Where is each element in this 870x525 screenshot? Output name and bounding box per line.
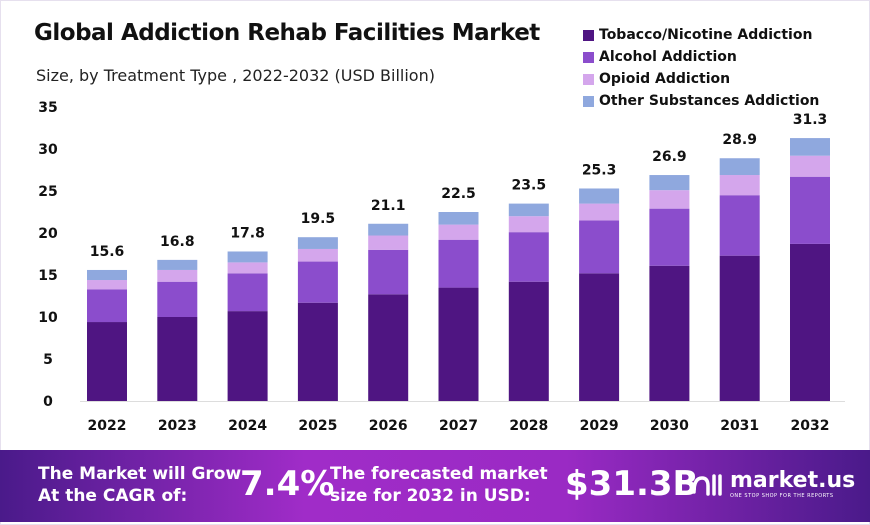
legend-item: Tobacco/Nicotine Addiction xyxy=(583,24,819,46)
y-tick-label: 0 xyxy=(43,394,53,410)
y-tick-label: 5 xyxy=(43,352,53,368)
bar-segment xyxy=(649,175,690,191)
bar-segment xyxy=(579,203,620,221)
x-tick-label: 2022 xyxy=(88,418,127,434)
bar-segment xyxy=(87,322,127,401)
total-label: 26.9 xyxy=(652,149,687,165)
bar-segment xyxy=(297,261,338,303)
total-label: 25.3 xyxy=(582,162,617,178)
bar-segment xyxy=(157,269,198,282)
x-tick-label: 2028 xyxy=(509,418,548,434)
y-tick-label: 20 xyxy=(38,226,58,242)
legend-swatch xyxy=(583,29,594,41)
bar-segment xyxy=(579,273,620,401)
total-label: 17.8 xyxy=(230,225,265,241)
legend-swatch xyxy=(583,95,594,107)
bar-segment xyxy=(157,281,198,317)
bar-segment xyxy=(438,212,479,225)
bar-segment xyxy=(87,269,127,281)
bar-segment xyxy=(368,223,409,236)
bar-segment xyxy=(719,158,760,176)
footer-banner: The Market will Grow At the CAGR of: 7.4… xyxy=(0,450,870,522)
bar-segment xyxy=(227,311,268,401)
x-tick-label: 2024 xyxy=(228,418,267,434)
bar-segment xyxy=(508,281,549,401)
bar-segment xyxy=(790,138,830,156)
bar-segment xyxy=(719,255,760,401)
x-tick-label: 2025 xyxy=(298,418,337,434)
bar-segment xyxy=(790,176,830,244)
legend-item: Other Substances Addiction xyxy=(583,90,819,112)
bar-segment xyxy=(508,203,549,217)
bar-segment xyxy=(719,175,760,196)
bar-segment xyxy=(438,224,479,240)
legend: Tobacco/Nicotine Addiction Alcohol Addict… xyxy=(583,24,819,112)
bar-segment xyxy=(368,294,409,401)
bar-segment xyxy=(438,239,479,288)
total-label: 22.5 xyxy=(441,186,476,202)
y-tick-label: 15 xyxy=(38,268,57,284)
legend-label: Alcohol Addiction xyxy=(599,49,737,65)
y-tick-label: 10 xyxy=(38,310,58,326)
bar-segment xyxy=(227,273,268,312)
logo-icon xyxy=(692,473,722,496)
bar-segment xyxy=(157,317,198,401)
total-label: 15.6 xyxy=(90,244,125,260)
forecast-value: $31.3B xyxy=(565,464,699,504)
forecast-label: The forecasted market size for 2032 in U… xyxy=(330,464,548,506)
x-tick-label: 2029 xyxy=(580,418,619,434)
legend-label: Tobacco/Nicotine Addiction xyxy=(599,27,813,43)
legend-item: Opioid Addiction xyxy=(583,68,819,90)
total-label: 31.3 xyxy=(793,112,828,128)
chart-subtitle: Size, by Treatment Type , 2022-2032 (USD… xyxy=(36,66,435,85)
cagr-value: 7.4% xyxy=(240,464,335,504)
bar-segment xyxy=(87,289,127,323)
bar-segment xyxy=(579,188,620,204)
legend-label: Opioid Addiction xyxy=(599,71,731,87)
bar-segment xyxy=(297,237,338,249)
bar-segment xyxy=(579,220,620,274)
x-tick-label: 2026 xyxy=(369,418,408,434)
bar-segment xyxy=(508,232,549,282)
y-tick-label: 30 xyxy=(38,142,58,158)
x-tick-label: 2023 xyxy=(158,418,197,434)
bar-segment xyxy=(227,262,268,274)
bar-segment xyxy=(157,259,198,270)
bar-segment xyxy=(790,243,830,401)
total-label: 21.1 xyxy=(371,198,406,214)
bar-segment xyxy=(368,249,409,295)
bar-chart: 0510152025303515.6202216.8202317.8202419… xyxy=(38,100,845,434)
total-label: 16.8 xyxy=(160,234,195,250)
bar-segment xyxy=(297,302,338,401)
legend-item: Alcohol Addiction xyxy=(583,46,819,68)
legend-swatch xyxy=(583,51,594,63)
total-label: 19.5 xyxy=(301,211,336,227)
bar-segment xyxy=(719,195,760,256)
bar-segment xyxy=(87,280,127,290)
x-tick-label: 2032 xyxy=(791,418,830,434)
legend-swatch xyxy=(583,73,594,85)
legend-label: Other Substances Addiction xyxy=(599,93,820,109)
bar-segment xyxy=(649,265,690,401)
cagr-label: The Market will Grow At the CAGR of: xyxy=(38,464,242,506)
bar-segment xyxy=(649,208,690,266)
x-tick-label: 2030 xyxy=(650,418,689,434)
x-tick-label: 2031 xyxy=(720,418,759,434)
total-label: 28.9 xyxy=(722,132,757,148)
y-tick-label: 25 xyxy=(38,184,57,200)
total-label: 23.5 xyxy=(512,178,547,194)
bar-segment xyxy=(227,251,268,263)
bar-segment xyxy=(297,248,338,262)
bar-segment xyxy=(438,287,479,401)
chart-title: Global Addiction Rehab Facilities Market xyxy=(34,20,540,46)
bar-segment xyxy=(368,235,409,250)
x-tick-label: 2027 xyxy=(439,418,478,434)
bar-segment xyxy=(649,190,690,209)
y-tick-label: 35 xyxy=(38,100,57,116)
bar-segment xyxy=(508,216,549,233)
market-us-logo: market.us ONE STOP SHOP FOR THE REPORTS xyxy=(690,468,855,499)
bar-segment xyxy=(790,155,830,177)
